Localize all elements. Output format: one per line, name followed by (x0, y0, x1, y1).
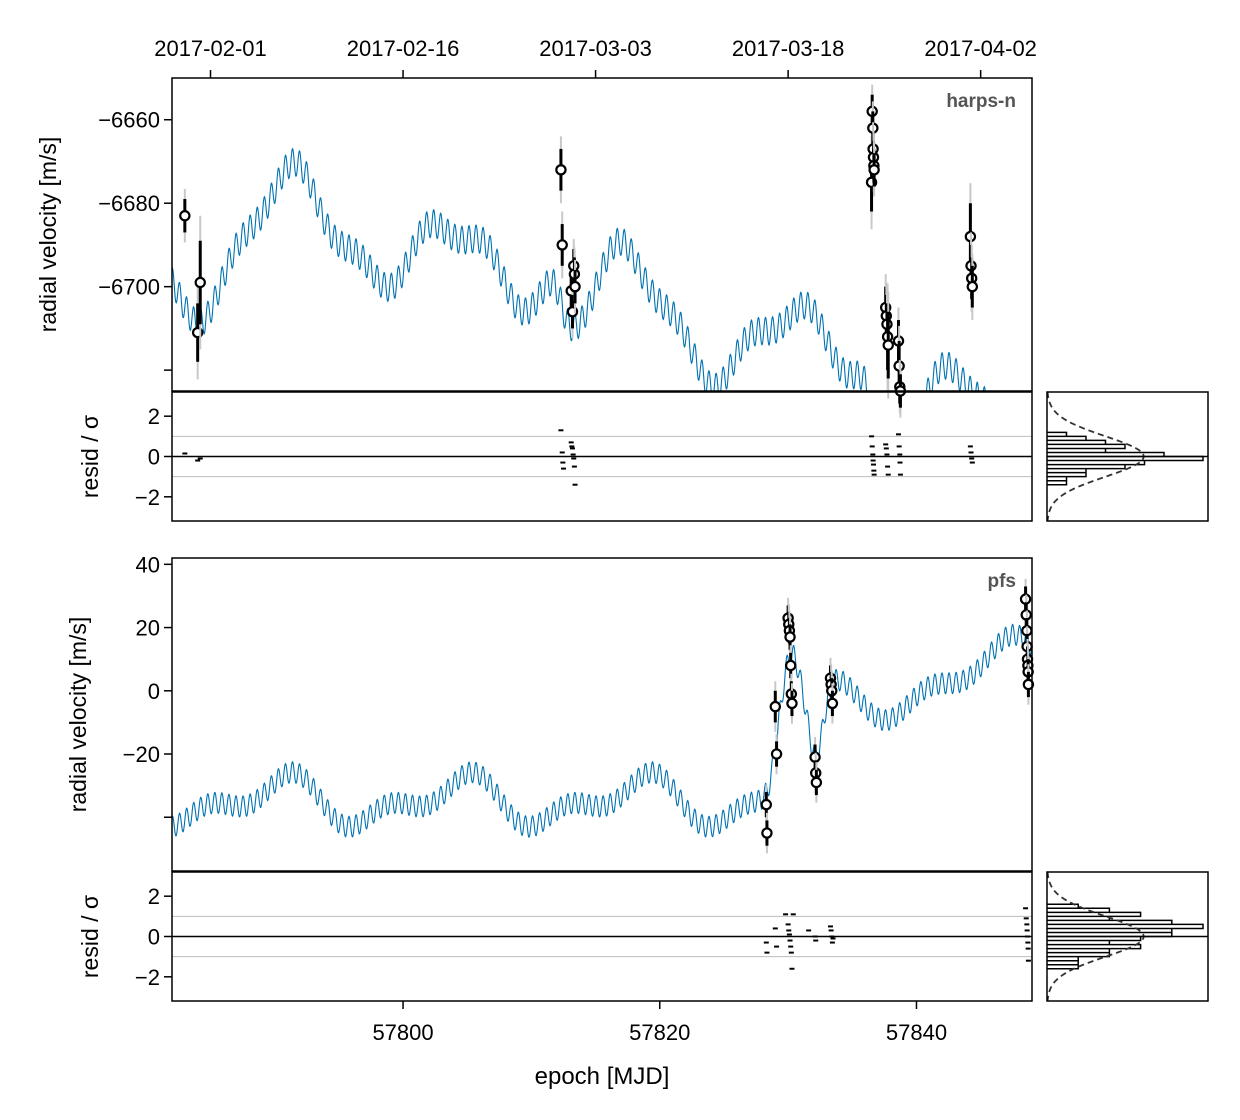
x-axis-label: epoch [MJD] (535, 1063, 670, 1090)
ytick-label-pfs-1: 20 (136, 616, 160, 641)
resid-ytick-label-pfs-1: 0 (148, 925, 160, 950)
data-point-harps-n-21 (882, 339, 894, 351)
ytick-label-harps-n-2: −6700 (98, 275, 160, 300)
data-point-pfs-13 (810, 776, 823, 789)
ylabel-pfs: radial velocity [m/s] (65, 617, 91, 813)
ytick-label-harps-n-1: −6680 (98, 191, 160, 216)
model-curve-harps-n (172, 147, 986, 391)
top-tick-label-1: 2017-02-16 (347, 36, 460, 61)
instrument-label-pfs: pfs (988, 571, 1017, 592)
panel-frame-harps-n (171, 77, 1033, 392)
ytick-label-harps-n-0: −6660 (98, 108, 160, 133)
hist-frame-harps-n (1046, 391, 1209, 522)
top-tick-label-2: 2017-03-03 (539, 36, 652, 61)
data-point-pfs-17 (826, 697, 839, 710)
bottom-mjd-axis: 57800 57820 57840 (372, 1001, 947, 1045)
data-point-harps-n-4 (556, 239, 568, 251)
panel-pfs: 40 20 0 −20 radial velocity [m/s] pfs (65, 552, 1035, 872)
data-point-harps-n-9 (569, 280, 581, 293)
data-point-pfs-1 (761, 827, 773, 839)
data-point-harps-n-0 (179, 210, 191, 222)
resid-ytick-label-pfs-2: −2 (135, 965, 160, 990)
bottom-tick-label-0: 57800 (372, 1020, 433, 1045)
data-point-pfs-2 (769, 700, 781, 713)
panel-frame-pfs (171, 557, 1033, 872)
data-point-pfs-7 (784, 631, 796, 643)
resid-ytick-label-harps-n-0: 2 (148, 404, 160, 429)
top-tick-label-3: 2017-03-18 (732, 36, 845, 61)
model-curve-pfs (172, 623, 1032, 838)
ytick-label-pfs-3: −20 (123, 742, 160, 767)
data-point-pfs-25 (1022, 678, 1035, 691)
top-tick-label-0: 2017-02-01 (154, 36, 267, 61)
hist-panel-harps-n (1046, 391, 1209, 522)
top-date-axis: 2017-02-01 2017-02-16 2017-03-03 2017-03-18… (154, 36, 1037, 78)
data-point-pfs-0 (760, 798, 772, 811)
panel-harps-n: −6660 −6680 −6700 radial velocity [m/s] harp… (35, 77, 1033, 418)
top-tick-label-4: 2017-04-02 (924, 36, 1037, 61)
hist-steps-harps-n (1047, 431, 1204, 486)
data-point-harps-n-29 (966, 280, 979, 293)
resid-ylabel-harps-n: resid / σ (77, 415, 103, 498)
resid-panel-harps-n: 2 0 −2 resid / σ (77, 391, 1033, 522)
data-point-harps-n-2 (194, 276, 206, 289)
hist-frame-pfs (1046, 871, 1209, 1002)
resid-ylabel-pfs: resid / σ (77, 895, 103, 978)
data-point-harps-n-16 (868, 164, 880, 176)
bottom-tick-label-2: 57840 (886, 1020, 947, 1045)
hist-panel-pfs (1046, 871, 1209, 1002)
resid-ytick-label-harps-n-2: −2 (135, 485, 160, 510)
ylabel-harps-n: radial velocity [m/s] (35, 137, 61, 333)
data-point-pfs-8 (784, 659, 797, 672)
bottom-tick-label-1: 57820 (629, 1020, 690, 1045)
hist-steps-pfs (1047, 903, 1204, 970)
resid-panel-pfs: 2 0 −2 resid / σ (77, 871, 1033, 1002)
ytick-label-pfs-2: 0 (148, 679, 160, 704)
data-point-harps-n-3 (555, 164, 567, 176)
data-point-pfs-3 (770, 748, 783, 760)
resid-ytick-label-harps-n-1: 0 (148, 445, 160, 470)
ytick-label-pfs-0: 40 (136, 552, 160, 577)
resid-ytick-label-pfs-0: 2 (148, 884, 160, 909)
instrument-label-harps-n: harps-n (946, 91, 1016, 112)
data-point-pfs-10 (786, 697, 798, 710)
